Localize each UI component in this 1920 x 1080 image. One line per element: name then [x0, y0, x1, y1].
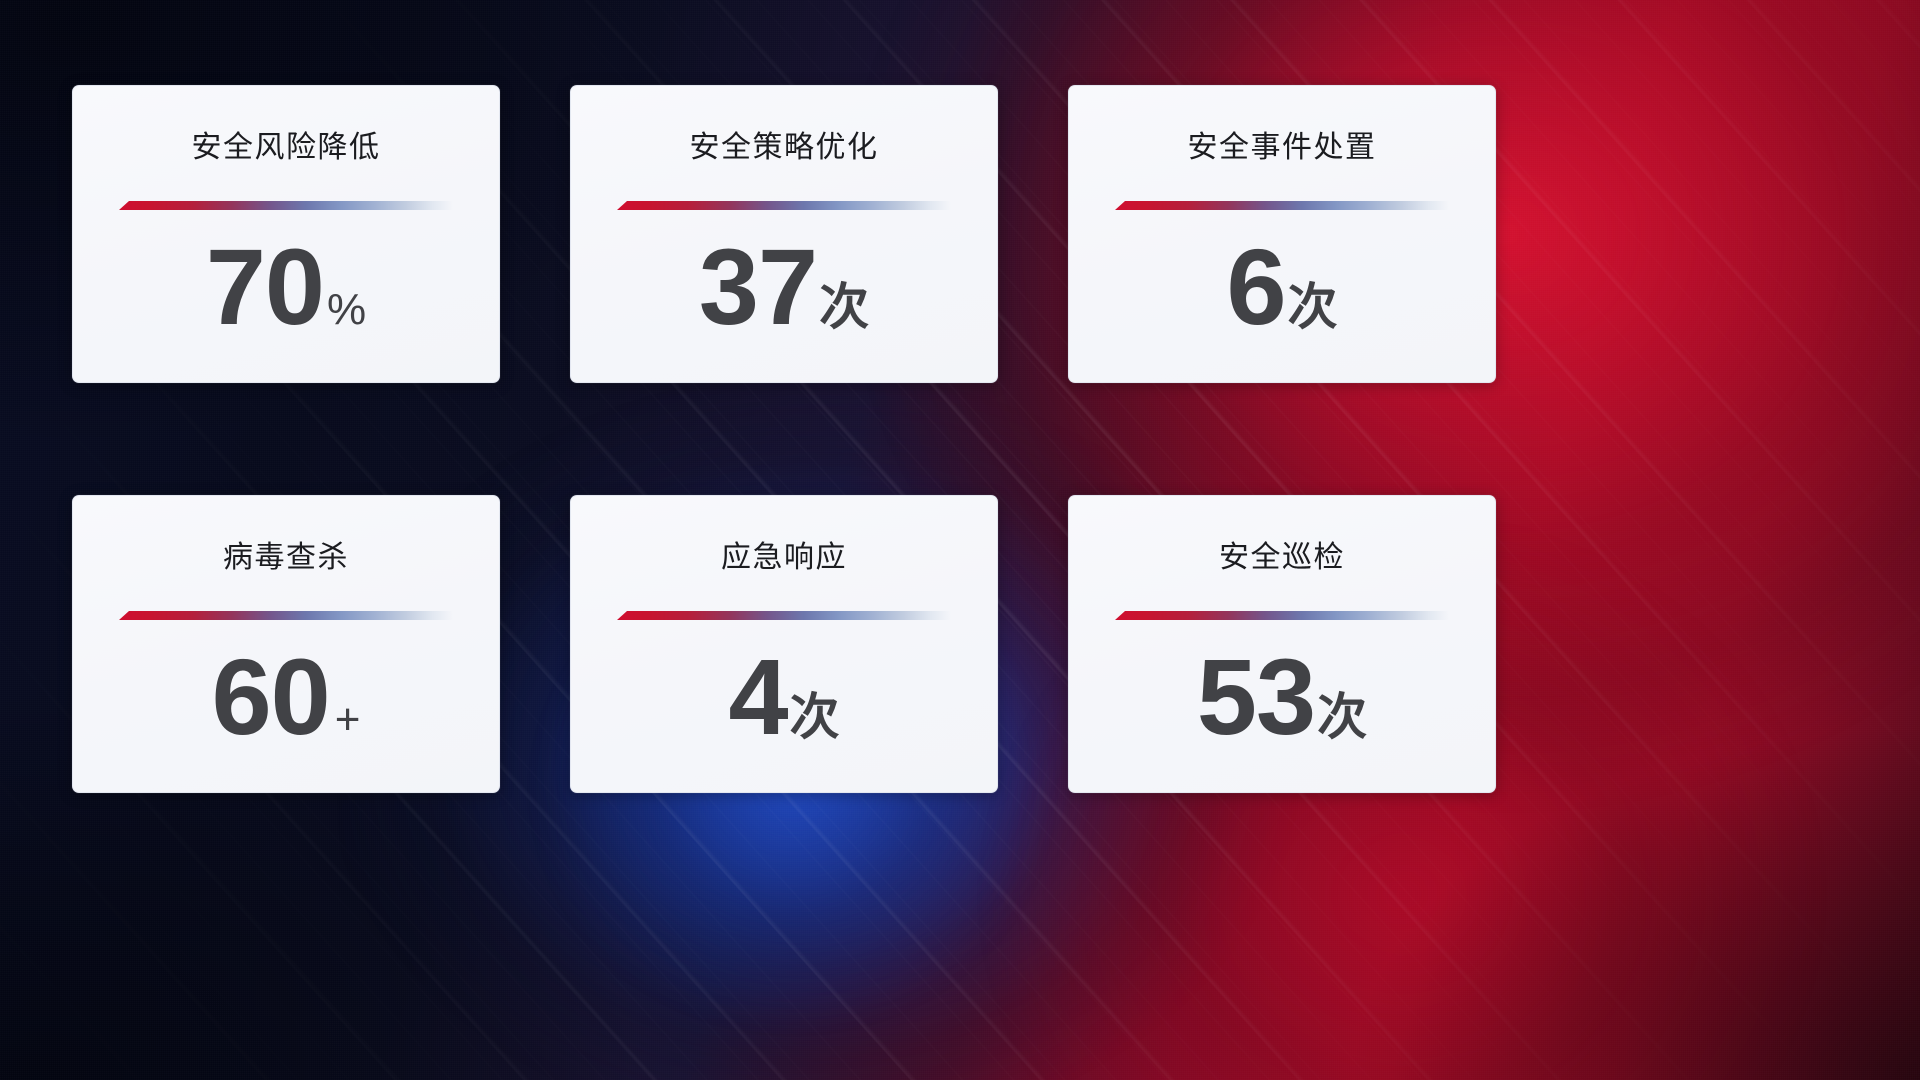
metric-value-number: 60 [211, 636, 331, 757]
metric-value-group: 70% [206, 233, 366, 341]
metric-label: 病毒查杀 [223, 541, 349, 574]
metric-value-suffix: 次 [1287, 279, 1338, 335]
metric-label: 安全策略优化 [689, 131, 879, 164]
metric-value-number: 6 [1226, 226, 1286, 347]
metric-value-row: 70% [119, 210, 453, 382]
metric-value-group: 53 次 [1197, 643, 1367, 751]
metric-label: 安全巡检 [1219, 541, 1345, 574]
metric-label: 安全风险降低 [191, 131, 381, 164]
metric-gradient-divider [617, 201, 951, 210]
metric-value-row: 60 + [119, 620, 453, 792]
metric-gradient-divider [617, 611, 951, 620]
metric-value-suffix: 次 [819, 279, 870, 335]
metric-card-security-incident-handling[interactable]: 安全事件处置 6 次 [1068, 85, 1496, 383]
metrics-card-grid: 安全风险降低 70% 安全策略优化 37 次安全事件处置 6 次病毒查杀 60 + 应急响应 4 次安… [72, 85, 1497, 793]
metric-value-number: 37 [698, 226, 818, 347]
metric-value-suffix: + [334, 695, 361, 744]
metric-value-number: 4 [728, 636, 788, 757]
metric-card-security-risk-reduction[interactable]: 安全风险降低 70% [72, 85, 500, 383]
metric-value-number: 70 [205, 226, 325, 347]
metric-card-virus-scan-removal[interactable]: 病毒查杀 60 + [72, 495, 500, 793]
metric-card-emergency-response[interactable]: 应急响应 4 次 [570, 495, 998, 793]
metric-gradient-divider [1115, 611, 1449, 620]
metric-label: 应急响应 [721, 541, 847, 574]
gradient-bar [119, 201, 453, 210]
gradient-bar [1115, 201, 1449, 210]
metric-value-row: 37 次 [617, 210, 951, 382]
gradient-bar [119, 611, 453, 620]
metric-value-number: 53 [1196, 636, 1316, 757]
metric-value-group: 60 + [212, 643, 361, 751]
gradient-bar [1115, 611, 1449, 620]
metric-value-suffix: 次 [1317, 689, 1368, 745]
metric-value-group: 37 次 [699, 233, 869, 341]
metric-card-security-policy-optimization[interactable]: 安全策略优化 37 次 [570, 85, 998, 383]
metric-value-row: 53 次 [1115, 620, 1449, 792]
metric-card-security-inspection[interactable]: 安全巡检 53 次 [1068, 495, 1496, 793]
metric-label: 安全事件处置 [1187, 131, 1377, 164]
metric-value-suffix: % [327, 285, 367, 334]
gradient-bar [617, 201, 951, 210]
gradient-bar [617, 611, 951, 620]
metric-gradient-divider [119, 611, 453, 620]
metric-gradient-divider [119, 201, 453, 210]
metric-gradient-divider [1115, 201, 1449, 210]
metric-value-suffix: 次 [789, 689, 840, 745]
